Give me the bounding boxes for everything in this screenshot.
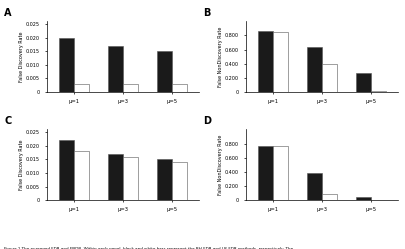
- Bar: [307, 47, 322, 92]
- Y-axis label: False Discovery Rate: False Discovery Rate: [19, 31, 24, 82]
- Bar: [356, 73, 371, 92]
- Bar: [74, 151, 89, 200]
- Bar: [108, 154, 123, 200]
- Bar: [322, 64, 337, 92]
- Bar: [108, 46, 123, 92]
- Bar: [273, 146, 288, 200]
- Y-axis label: False NonDiscovery Rate: False NonDiscovery Rate: [218, 26, 223, 87]
- Y-axis label: False NonDiscovery Rate: False NonDiscovery Rate: [218, 135, 223, 195]
- Bar: [172, 84, 187, 92]
- Text: B: B: [203, 8, 211, 18]
- Bar: [371, 91, 386, 92]
- Text: C: C: [4, 116, 12, 126]
- Bar: [322, 193, 337, 200]
- Bar: [307, 173, 322, 200]
- Bar: [157, 51, 172, 92]
- Text: D: D: [203, 116, 211, 126]
- Bar: [258, 146, 273, 200]
- Y-axis label: False Discovery Rate: False Discovery Rate: [19, 140, 24, 190]
- Bar: [273, 32, 288, 92]
- Bar: [172, 162, 187, 200]
- Bar: [123, 157, 138, 200]
- Bar: [157, 159, 172, 200]
- Text: Figure 1 The averaged FDR and FNDR. Within each panel, black and white bars repr: Figure 1 The averaged FDR and FNDR. With…: [4, 247, 296, 249]
- Bar: [356, 197, 371, 200]
- Bar: [74, 84, 89, 92]
- Bar: [123, 84, 138, 92]
- Bar: [59, 140, 74, 200]
- Bar: [59, 38, 74, 92]
- Bar: [258, 30, 273, 92]
- Text: A: A: [4, 8, 12, 18]
